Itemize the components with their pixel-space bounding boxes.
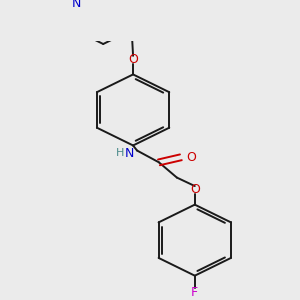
Text: N: N <box>124 147 134 160</box>
Text: N: N <box>72 0 81 10</box>
Text: F: F <box>191 286 198 299</box>
Text: H: H <box>116 148 124 158</box>
Text: O: O <box>128 53 138 66</box>
Text: O: O <box>190 183 200 196</box>
Text: O: O <box>186 151 196 164</box>
